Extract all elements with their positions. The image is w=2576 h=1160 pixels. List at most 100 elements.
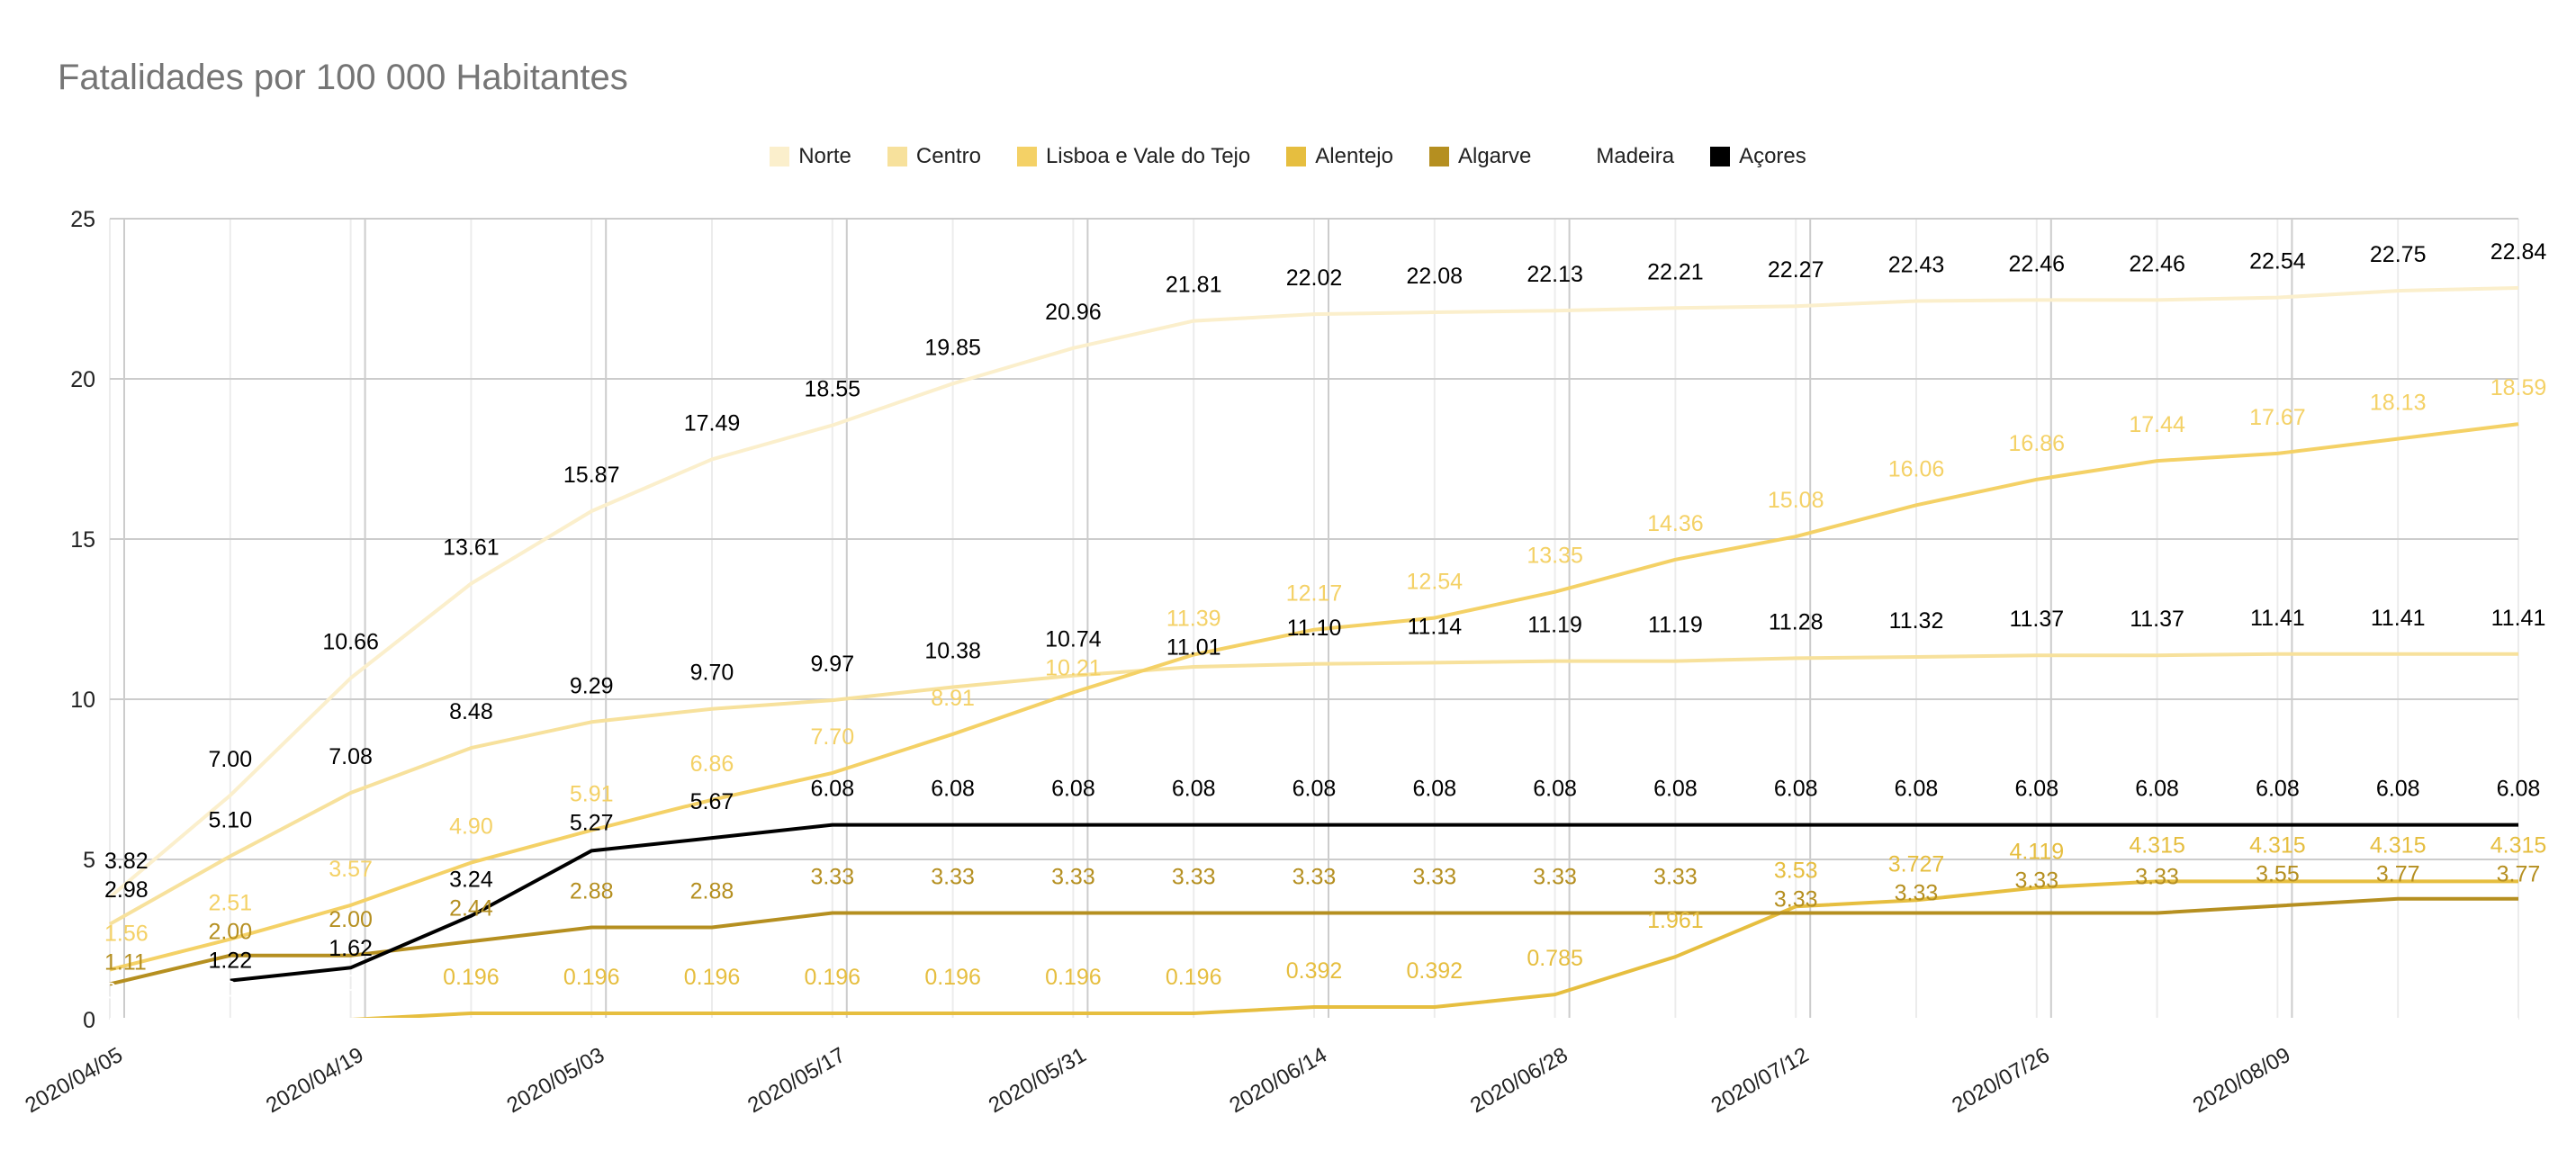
data-label-norte: 22.02 — [1286, 265, 1343, 291]
data-label-lisboa-e-vale-do-tejo: 10.21 — [1045, 656, 1102, 681]
legend-item-alentejo[interactable]: Alentejo — [1286, 139, 1393, 175]
data-label-lisboa-e-vale-do-tejo: 15.08 — [1768, 488, 1824, 513]
legend-item-centro[interactable]: Centro — [887, 139, 981, 175]
data-label-norte: 22.54 — [2249, 249, 2306, 274]
data-label-alentejo: 1.961 — [1647, 908, 1704, 933]
series-line-lisboa-e-vale-do-tejo — [109, 422, 2519, 972]
data-label-alentejo: 4.119 — [2009, 839, 2064, 864]
data-label-algarve: 3.33 — [2014, 868, 2058, 893]
legend-label: Madeira — [1596, 144, 1675, 168]
data-label-acores: 6.08 — [1172, 777, 1216, 802]
data-label-norte: 13.61 — [443, 535, 500, 561]
data-label-madeira: 0 — [224, 977, 237, 1003]
data-label-centro: 11.37 — [2009, 607, 2064, 632]
y-tick-label: 25 — [70, 207, 95, 232]
data-label-acores: 5.67 — [690, 789, 734, 814]
series-line-norte — [108, 285, 2519, 899]
data-label-alentejo: 0.196 — [1166, 965, 1222, 990]
data-label-centro: 11.19 — [1527, 613, 1582, 638]
data-label-alentejo: 0.196 — [924, 965, 981, 990]
data-label-acores: 6.08 — [2497, 777, 2541, 802]
legend-label: Alentejo — [1315, 144, 1393, 168]
x-tick-label: 2020/05/17 — [743, 1043, 850, 1118]
data-label-algarve: 3.33 — [931, 865, 975, 890]
legend-swatch-algarve — [1428, 147, 1449, 166]
data-label-madeira: 0 — [104, 979, 117, 1004]
data-label-centro: 11.19 — [1648, 613, 1703, 638]
data-label-norte: 22.08 — [1407, 264, 1464, 289]
legend-label: Centro — [915, 144, 981, 168]
data-label-norte: 22.27 — [1768, 257, 1824, 283]
data-label-acores: 1.62 — [329, 936, 373, 961]
data-label-alentejo: 0.196 — [563, 965, 620, 990]
x-tick-label: 2020/08/09 — [2189, 1043, 2295, 1118]
data-label-algarve: 1.11 — [104, 950, 147, 976]
legend-item-madeira[interactable]: Madeira — [1567, 139, 1674, 175]
data-label-algarve: 3.33 — [1293, 865, 1337, 890]
data-label-centro: 7.08 — [329, 744, 373, 769]
data-label-lisboa-e-vale-do-tejo: 3.57 — [329, 857, 373, 882]
data-label-acores: 6.08 — [1774, 777, 1818, 802]
data-label-norte: 22.46 — [2009, 251, 2066, 276]
data-label-norte: 18.55 — [805, 377, 861, 402]
data-label-algarve: 2.88 — [690, 879, 734, 904]
data-label-norte: 22.84 — [2490, 239, 2547, 265]
chart-title: Fatalidades por 100 000 Habitantes — [58, 58, 628, 97]
data-label-acores: 6.08 — [1293, 777, 1337, 802]
data-label-norte: 21.81 — [1166, 273, 1222, 298]
data-label-centro: 11.28 — [1769, 609, 1824, 634]
data-label-algarve: 3.55 — [2256, 861, 2300, 886]
y-tick-label: 5 — [83, 848, 95, 873]
legend-swatch-acores — [1710, 147, 1731, 166]
data-label-acores: 6.08 — [1412, 777, 1456, 802]
series-line-centro — [109, 652, 2518, 926]
data-label-acores: 6.08 — [1653, 777, 1698, 802]
data-label-lisboa-e-vale-do-tejo: 18.13 — [2370, 391, 2427, 416]
data-label-alentejo: 0.392 — [1407, 958, 1464, 984]
data-label-lisboa-e-vale-do-tejo: 16.86 — [2009, 431, 2066, 456]
legend: Norte Centro Lisboa e Vale do Tejo Alent… — [0, 139, 2576, 175]
data-label-norte: 22.43 — [1888, 253, 1945, 278]
data-label-alentejo: 0.196 — [1045, 965, 1102, 990]
data-label-algarve: 3.33 — [1533, 865, 1577, 890]
y-tick-label: 10 — [70, 688, 95, 713]
data-label-algarve: 3.33 — [1895, 880, 1939, 905]
data-label-lisboa-e-vale-do-tejo: 17.67 — [2249, 405, 2306, 430]
data-label-norte: 3.82 — [104, 849, 149, 874]
data-label-centro: 11.37 — [2130, 607, 2184, 632]
data-label-alentejo: 3.53 — [1774, 858, 1818, 883]
data-label-lisboa-e-vale-do-tejo: 6.86 — [690, 751, 734, 777]
data-label-lisboa-e-vale-do-tejo: 17.44 — [2129, 412, 2185, 437]
data-label-alentejo: 0.392 — [1286, 958, 1343, 984]
x-tick-label: 2020/07/12 — [1707, 1043, 1814, 1118]
data-label-acores: 3.24 — [449, 868, 493, 893]
data-label-norte: 22.21 — [1647, 259, 1704, 284]
data-label-acores: 6.08 — [2014, 777, 2058, 802]
legend-item-acores[interactable]: Açores — [1710, 139, 1806, 175]
data-label-acores: 6.08 — [2376, 777, 2420, 802]
data-label-centro: 11.10 — [1287, 616, 1342, 641]
legend-label: Lisboa e Vale do Tejo — [1045, 144, 1251, 168]
data-label-algarve: 2.00 — [208, 920, 252, 945]
data-label-centro: 2.98 — [104, 877, 149, 903]
data-label-norte: 10.66 — [322, 630, 379, 655]
data-label-acores: 5.27 — [570, 811, 614, 836]
legend-swatch-lisboa — [1016, 147, 1037, 166]
legend-item-algarve[interactable]: Algarve — [1428, 139, 1531, 175]
data-label-lisboa-e-vale-do-tejo: 14.36 — [1647, 511, 1704, 536]
legend-swatch-centro — [887, 147, 907, 166]
data-label-centro: 10.74 — [1045, 627, 1102, 652]
x-tick-label: 2020/07/26 — [1948, 1043, 2054, 1118]
legend-label: Norte — [798, 144, 851, 168]
data-label-centro: 11.41 — [2250, 606, 2305, 631]
legend-item-norte[interactable]: Norte — [770, 139, 851, 175]
series-line-acores — [230, 823, 2518, 983]
data-label-algarve: 3.33 — [2135, 865, 2179, 890]
data-label-alentejo: 3.727 — [1888, 851, 1945, 877]
legend-item-lisboa[interactable]: Lisboa e Vale do Tejo — [1016, 139, 1251, 175]
data-label-alentejo: 4.315 — [2249, 832, 2306, 858]
data-label-centro: 11.41 — [2491, 606, 2546, 631]
data-label-centro: 11.01 — [1166, 635, 1221, 661]
data-label-norte: 17.49 — [684, 410, 741, 436]
